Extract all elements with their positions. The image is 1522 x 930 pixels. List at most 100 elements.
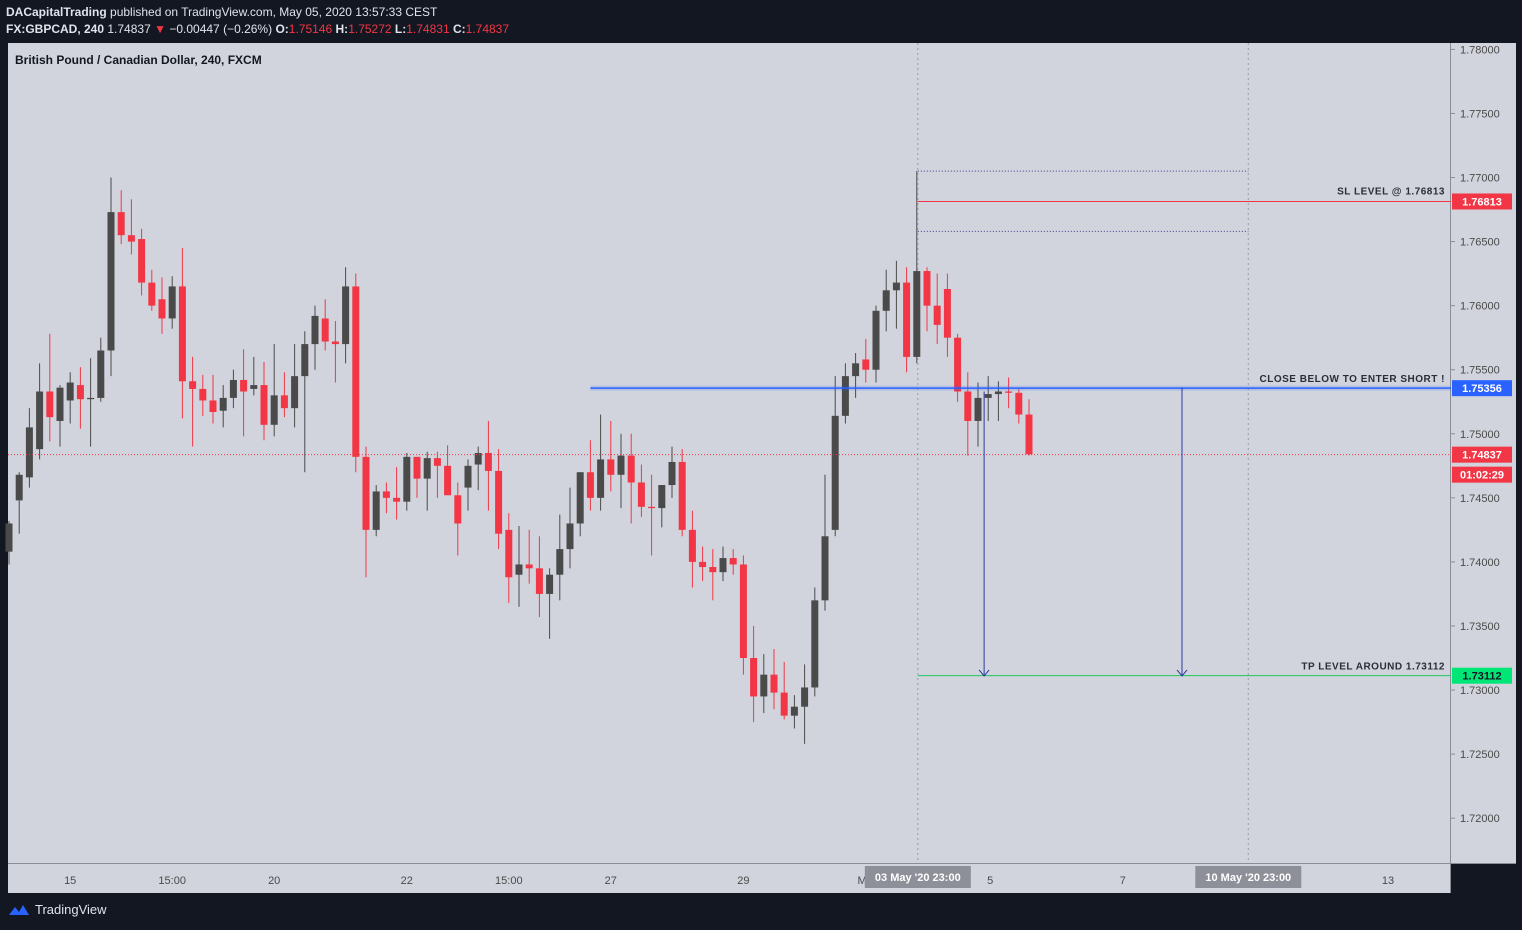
candle-body[interactable]: [474, 453, 482, 465]
candle-body[interactable]: [56, 387, 64, 421]
candle-body[interactable]: [933, 305, 941, 325]
candle-body[interactable]: [556, 549, 564, 575]
candle-body[interactable]: [790, 706, 798, 716]
candle-body[interactable]: [433, 458, 441, 466]
candle-body[interactable]: [1025, 414, 1033, 455]
candle-body[interactable]: [280, 395, 288, 409]
candle-body[interactable]: [311, 315, 319, 345]
candle-body[interactable]: [76, 385, 84, 400]
candle-body[interactable]: [576, 472, 584, 524]
candle-body[interactable]: [668, 461, 676, 486]
candle-body[interactable]: [403, 456, 411, 502]
candle-body[interactable]: [209, 400, 217, 412]
candle-body[interactable]: [801, 687, 809, 707]
candle-body[interactable]: [678, 461, 686, 530]
candle-body[interactable]: [454, 495, 462, 524]
candle-body[interactable]: [882, 290, 890, 311]
candle-body[interactable]: [586, 472, 594, 498]
candle-body[interactable]: [148, 282, 156, 306]
symbol-label[interactable]: FX:GBPCAD, 240: [6, 22, 105, 36]
candle-body[interactable]: [36, 391, 44, 450]
candle-body[interactable]: [301, 344, 309, 377]
candle-body[interactable]: [688, 529, 696, 562]
candle-body[interactable]: [841, 376, 849, 416]
candle-body[interactable]: [15, 474, 23, 501]
candle-body[interactable]: [648, 506, 656, 509]
candle-body[interactable]: [923, 271, 931, 306]
candle-body[interactable]: [219, 397, 227, 411]
candle-body[interactable]: [709, 567, 717, 573]
candle-body[interactable]: [566, 523, 574, 550]
candle-body[interactable]: [913, 271, 921, 357]
candle-body[interactable]: [892, 282, 900, 291]
candle-body[interactable]: [780, 692, 788, 716]
candle-body[interactable]: [964, 391, 972, 421]
candle-body[interactable]: [535, 568, 543, 594]
candle-body[interactable]: [729, 558, 737, 565]
candle-body[interactable]: [484, 453, 492, 471]
candle-body[interactable]: [872, 310, 880, 370]
candle-body[interactable]: [87, 397, 95, 400]
candle-body[interactable]: [66, 382, 74, 401]
candle-body[interactable]: [423, 458, 431, 479]
candle-body[interactable]: [342, 286, 350, 345]
candle-body[interactable]: [393, 497, 401, 502]
candle-body[interactable]: [617, 455, 625, 475]
candle-body[interactable]: [97, 350, 105, 398]
candle-body[interactable]: [291, 376, 299, 409]
candle-body[interactable]: [382, 491, 390, 498]
candle-body[interactable]: [413, 456, 421, 479]
candle-body[interactable]: [637, 482, 645, 507]
candle-body[interactable]: [5, 523, 13, 552]
candle-body[interactable]: [1015, 392, 1023, 415]
candle-body[interactable]: [352, 286, 360, 457]
candle-body[interactable]: [658, 485, 666, 509]
candle-body[interactable]: [199, 388, 207, 401]
candle-body[interactable]: [770, 674, 778, 693]
candle-body[interactable]: [158, 299, 166, 319]
candle-body[interactable]: [831, 415, 839, 530]
candle-body[interactable]: [270, 395, 278, 425]
publisher-name[interactable]: DACapitalTrading: [6, 5, 107, 19]
candle-body[interactable]: [240, 379, 248, 392]
candle-body[interactable]: [1005, 391, 1013, 393]
candle-body[interactable]: [811, 600, 819, 688]
tradingview-brand[interactable]: TradingView: [8, 902, 107, 917]
candle-body[interactable]: [597, 459, 605, 498]
candle-body[interactable]: [739, 564, 747, 658]
candle-body[interactable]: [821, 536, 829, 601]
candle-body[interactable]: [495, 470, 503, 534]
candle-body[interactable]: [954, 337, 962, 392]
candle-body[interactable]: [138, 239, 146, 283]
candle-body[interactable]: [546, 574, 554, 594]
candle-body[interactable]: [464, 465, 472, 488]
candle-body[interactable]: [750, 658, 758, 697]
candle-body[interactable]: [444, 465, 452, 496]
candle-body[interactable]: [525, 564, 533, 569]
candle-body[interactable]: [994, 391, 1002, 395]
candle-body[interactable]: [515, 564, 523, 575]
candle-body[interactable]: [903, 282, 911, 357]
candle-body[interactable]: [862, 359, 870, 370]
candle-body[interactable]: [505, 529, 513, 578]
candle-body[interactable]: [627, 455, 635, 483]
candle-body[interactable]: [178, 286, 186, 382]
candle-body[interactable]: [321, 318, 329, 342]
candle-body[interactable]: [699, 561, 707, 568]
candle-body[interactable]: [974, 397, 982, 421]
plot-area[interactable]: [8, 43, 1450, 863]
candle-body[interactable]: [943, 289, 951, 338]
candle-body[interactable]: [719, 558, 727, 573]
candle-body[interactable]: [372, 491, 380, 530]
candle-body[interactable]: [331, 341, 339, 345]
candle-body[interactable]: [984, 394, 992, 398]
candle-body[interactable]: [189, 381, 197, 389]
candle-body[interactable]: [250, 385, 258, 389]
candle-body[interactable]: [229, 379, 237, 398]
candle-body[interactable]: [260, 385, 268, 425]
candle-body[interactable]: [127, 235, 135, 242]
candle-body[interactable]: [25, 427, 33, 478]
candle-body[interactable]: [46, 391, 54, 418]
candle-body[interactable]: [107, 212, 115, 351]
candle-body[interactable]: [607, 459, 615, 475]
